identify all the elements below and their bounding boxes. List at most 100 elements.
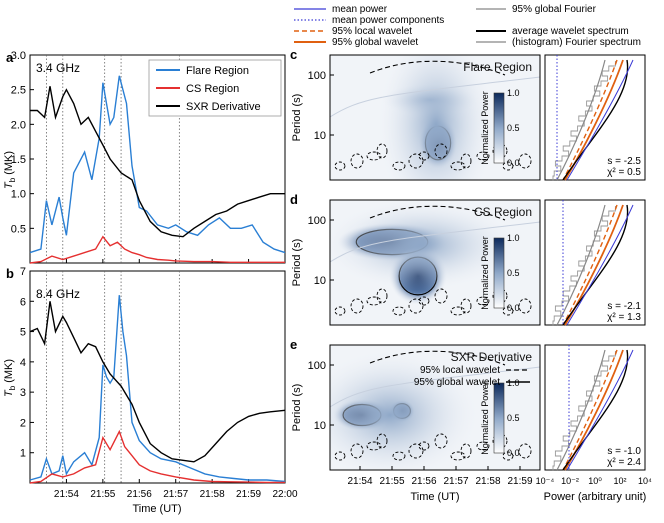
panel-a-series (29, 75, 286, 264)
series-line-flare-region (29, 295, 286, 483)
colorbar-tick-label: 1.0 (507, 233, 520, 243)
panel-e-ylabel: Period (s) (291, 384, 303, 432)
panel-b-ylabel: Tb (MK) (3, 359, 17, 397)
significance-contours-local (334, 350, 532, 461)
fourier-histogram (552, 206, 616, 326)
panel-a-letter: a (6, 50, 14, 65)
wavelet-map-frame (329, 344, 541, 471)
x-tick-label: 21:57 (163, 489, 188, 500)
y-tick-label: 4 (20, 357, 26, 369)
local-contour (408, 443, 424, 459)
y-tick-label: 0.5 (11, 223, 26, 235)
legend-mean-power-components: mean power components (332, 15, 444, 26)
local-contour (392, 161, 406, 171)
panel-a: a 3.4 GHz 0.5 1.0 1.5 2.0 2.5 3.0 Tb (MK) Fla… (3, 50, 286, 264)
panel-c-ylabel: Period (s) (291, 94, 303, 142)
local-contour (434, 143, 448, 159)
local-wavelet-line (562, 204, 618, 326)
y-tick-label: 10 (314, 275, 326, 287)
local-contour (460, 298, 472, 314)
panel-a-title: 3.4 GHz (36, 61, 80, 75)
panel-e-title: SXR Derivative (451, 350, 533, 364)
panel-a-legend: Flare Region CS Region SXR Derivative (148, 59, 282, 117)
local-contour (408, 153, 424, 169)
local-contour (350, 153, 364, 169)
wavelet-power-map (330, 350, 540, 470)
wavelet-power-map (330, 200, 540, 316)
panel-c: c Flare Region 0.0 0.5 1.0 Normalized Power 10… (290, 47, 646, 181)
colorbar (493, 382, 505, 454)
x-tick-label: 22:00 (272, 489, 297, 500)
local-wavelet-line (562, 349, 618, 471)
local-contour (460, 443, 472, 459)
x-tick-label: 21:56 (411, 476, 436, 487)
panel-b-series (29, 295, 286, 484)
mean-power-line (566, 349, 634, 471)
local-contour (450, 451, 466, 461)
local-contour (366, 296, 382, 306)
panel-a-ylabel: Tb (MK) (3, 151, 17, 189)
chi-square-annotation: χ² = 2.4 (607, 457, 641, 468)
y-tick-label: 6 (20, 296, 26, 308)
local-contour (434, 288, 448, 304)
local-contour (350, 443, 364, 459)
chi-square-annotation: χ² = 1.3 (607, 312, 641, 323)
local-contour (502, 306, 514, 316)
y-tick-label: 2.5 (11, 85, 26, 97)
panel-d-ylabel: Period (s) (291, 239, 303, 287)
y-tick-label: 10 (314, 420, 326, 432)
significance-contours-local (334, 60, 532, 171)
local-contour (366, 441, 382, 451)
colorbar-tick-label: 0.5 (507, 123, 520, 133)
local-contour (450, 306, 466, 316)
panel-c-letter: c (290, 47, 297, 62)
series-line-cs-region (29, 235, 285, 264)
panel-b-title: 8.4 GHz (36, 287, 80, 301)
panel-b-letter: b (6, 266, 14, 281)
global-fourier-line (556, 204, 606, 326)
wavelet-map-frame (329, 199, 541, 326)
global-fourier-line (556, 59, 606, 181)
spectral-index-annotation: s = -1.0 (607, 446, 641, 457)
local-contour (502, 161, 514, 171)
spectrum-x-tick-label: 10⁰ (588, 476, 602, 486)
wavelet-map-frame (329, 54, 541, 181)
significance-contours-local (334, 205, 532, 316)
fourier-histogram (552, 351, 616, 471)
colorbar-tick-label: 0.0 (507, 448, 520, 458)
local-contour (502, 451, 514, 461)
x-tick-label: 21:58 (475, 476, 500, 487)
fourier-histogram (552, 61, 616, 181)
legend-average-wavelet-spectrum: average wavelet spectrum (512, 26, 629, 37)
series-line-sxr-derivative (29, 301, 286, 463)
y-tick-label: 7 (20, 266, 26, 278)
y-tick-label: 3 (20, 387, 26, 399)
colorbar-tick-label: 1.0 (507, 88, 520, 98)
local-contour (376, 288, 388, 304)
local-contour (408, 298, 424, 314)
colorbar-tick-label: 0.5 (507, 413, 520, 423)
panel-d-title: CS Region (474, 205, 532, 219)
spectrum-x-tick-label: 10⁴ (638, 476, 652, 486)
local-contour (518, 153, 532, 169)
local-contour (376, 433, 388, 449)
x-tick-label: 21:59 (507, 476, 532, 487)
y-tick-label: 2.0 (11, 119, 26, 131)
local-contour (476, 441, 490, 451)
panel-b-xlabel: Time (UT) (132, 503, 181, 515)
legend-95-local-wavelet: 95% local wavelet (332, 26, 412, 37)
series-line-cs-region (29, 429, 285, 484)
y-tick-label: 1.0 (11, 189, 26, 201)
local-contour (418, 296, 430, 306)
series-line-flare-region (29, 75, 286, 254)
wavelet-panels: c Flare Region 0.0 0.5 1.0 Normalized Power 10… (290, 47, 652, 503)
colorbar (493, 237, 505, 309)
local-contour (460, 153, 472, 169)
y-tick-label: 100 (308, 360, 326, 372)
colorbar-label: Normalized Power (480, 381, 490, 455)
panel-b-x-axis: 21:54 21:55 21:56 21:57 21:58 21:59 22:00 (54, 479, 298, 500)
local-contour (418, 441, 430, 451)
legend-95-global-fourier: 95% global Fourier (512, 4, 597, 15)
panel-c-title: Flare Region (463, 60, 532, 74)
inner-legend-local-label: 95% local wavelet (420, 365, 500, 376)
